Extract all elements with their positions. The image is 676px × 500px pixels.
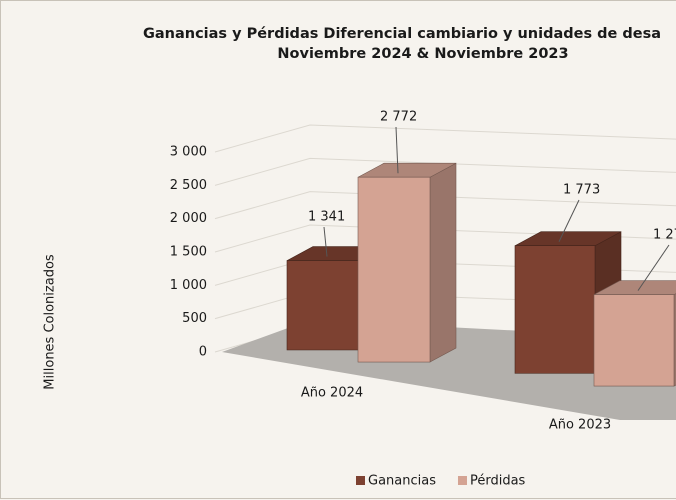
x-tick-label: Año 2023 bbox=[549, 418, 611, 433]
grid-line bbox=[214, 191, 676, 220]
grid-line bbox=[214, 157, 676, 186]
legend-label: Ganancias bbox=[368, 474, 436, 489]
bar-face bbox=[593, 294, 675, 387]
bar-face bbox=[514, 245, 596, 374]
x-tick-label: Año 2024 bbox=[301, 386, 363, 401]
leader-line bbox=[323, 226, 328, 257]
y-tick-label: 2 000 bbox=[170, 211, 207, 226]
data-label: 1 773 bbox=[563, 183, 600, 198]
bar bbox=[357, 162, 457, 363]
y-tick-label: 1 500 bbox=[170, 245, 207, 260]
y-tick-label: 2 500 bbox=[170, 178, 207, 193]
bar bbox=[593, 280, 676, 387]
grid-line bbox=[214, 124, 676, 153]
legend-label: Pérdidas bbox=[470, 474, 526, 489]
y-axis-label: Millones Colonizados bbox=[43, 254, 58, 390]
y-tick-label: 0 bbox=[199, 345, 207, 360]
data-label: 1 270 bbox=[653, 228, 676, 243]
bar-face bbox=[357, 176, 431, 363]
legend-swatch bbox=[457, 476, 467, 485]
y-tick-label: 500 bbox=[182, 311, 207, 326]
bar-face bbox=[429, 162, 457, 363]
legend-swatch bbox=[356, 476, 365, 485]
y-tick-label: 3 000 bbox=[170, 145, 207, 160]
bar-face bbox=[286, 260, 360, 351]
chart-subtitle: Noviembre 2024 & Noviembre 2023 bbox=[277, 46, 568, 62]
leader-line bbox=[395, 126, 399, 174]
chart-title: Ganancias y Pérdidas Diferencial cambiar… bbox=[143, 26, 661, 42]
data-label: 2 772 bbox=[380, 110, 417, 125]
leader-line bbox=[637, 244, 670, 291]
y-tick-label: 1 000 bbox=[170, 278, 207, 293]
leader-line bbox=[558, 199, 580, 242]
data-label: 1 341 bbox=[308, 210, 345, 225]
